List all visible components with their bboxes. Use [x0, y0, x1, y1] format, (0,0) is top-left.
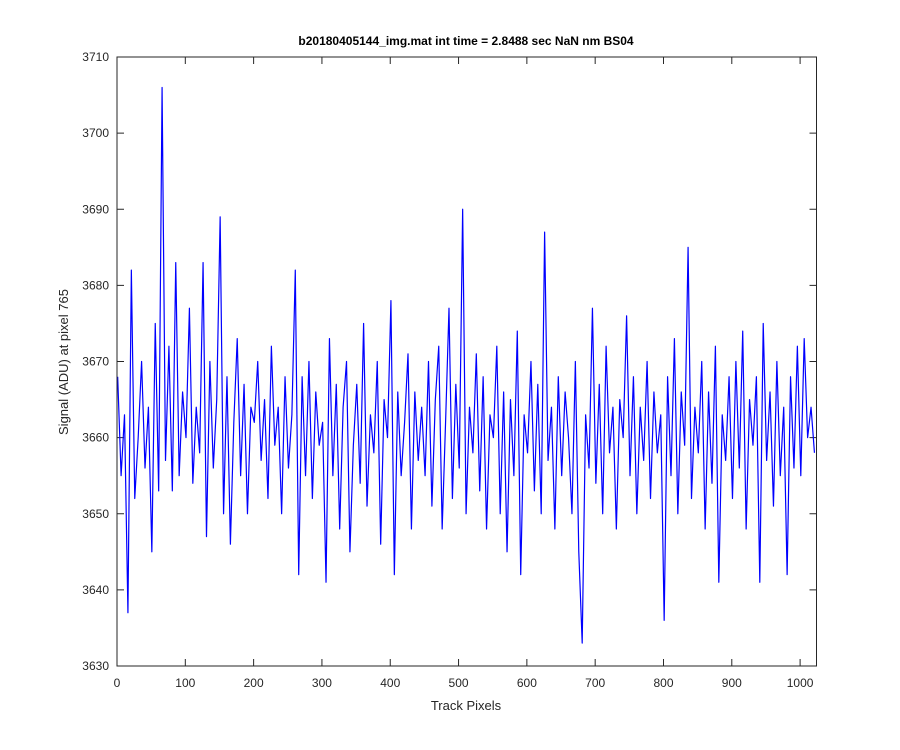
- x-tick-label: 0: [114, 676, 121, 690]
- y-tick-label: 3660: [82, 431, 109, 445]
- x-tick-label: 700: [585, 676, 605, 690]
- y-tick-label: 3680: [82, 278, 109, 292]
- y-tick-label: 3690: [82, 202, 109, 216]
- data-line: [117, 86, 816, 644]
- x-tick-label: 200: [244, 676, 264, 690]
- y-tick-label: 3670: [82, 355, 109, 369]
- y-axis-label: Signal (ADU) at pixel 765: [56, 289, 71, 435]
- x-tick-label: 500: [449, 676, 469, 690]
- x-tick-label: 1000: [787, 676, 814, 690]
- y-tick-label: 3650: [82, 507, 109, 521]
- chart-title: b20180405144_img.mat int time = 2.8488 s…: [298, 34, 634, 48]
- x-tick-label: 800: [653, 676, 673, 690]
- x-tick-label: 400: [380, 676, 400, 690]
- x-tick-label: 600: [517, 676, 537, 690]
- y-tick-label: 3630: [82, 659, 109, 673]
- x-axis-label: Track Pixels: [431, 698, 502, 713]
- x-tick-label: 300: [312, 676, 332, 690]
- axes-box: [116, 56, 817, 667]
- x-tick-label: 100: [175, 676, 195, 690]
- y-tick-label: 3700: [82, 126, 109, 140]
- x-tick-label: 900: [722, 676, 742, 690]
- y-tick-label: 3710: [82, 50, 109, 64]
- y-tick-label: 3640: [82, 583, 109, 597]
